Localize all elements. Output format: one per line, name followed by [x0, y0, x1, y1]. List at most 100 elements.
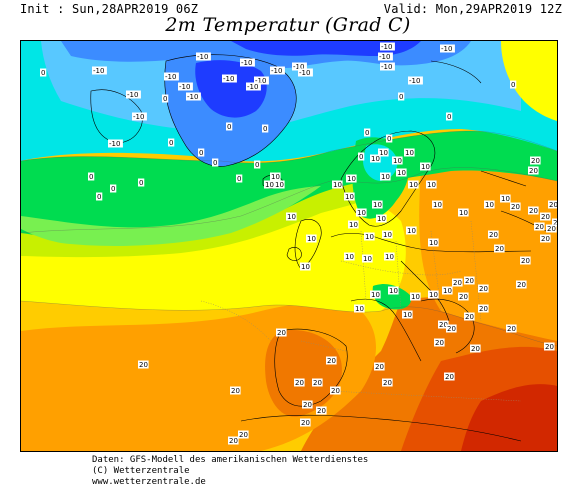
temperature-label-text: 0	[255, 161, 259, 169]
temperature-label-text: 20	[331, 387, 340, 395]
temperature-label-bg	[354, 304, 365, 313]
temperature-label: 20	[452, 278, 463, 287]
temperature-label-text: -10	[241, 59, 252, 67]
temperature-label: 20	[478, 284, 489, 293]
temperature-label-text: 20	[239, 431, 248, 439]
temperature-label-bg	[388, 286, 399, 295]
temperature-label-bg	[262, 124, 269, 133]
credit-line-website: www.wetterzentrale.de	[92, 477, 206, 487]
warm-patch-northeast	[501, 41, 557, 121]
temperature-label-bg	[302, 400, 313, 409]
temperature-label-text: 10	[347, 175, 356, 183]
temperature-label-text: -10	[197, 53, 208, 61]
temperature-label: -10	[440, 44, 455, 53]
temperature-label-text: 10	[355, 305, 364, 313]
temperature-label-bg	[516, 280, 527, 289]
temperature-label: 10	[396, 168, 407, 177]
temperature-label: 10	[458, 208, 469, 217]
temperature-label: 0	[398, 92, 405, 101]
temperature-label: 20	[374, 362, 385, 371]
light-green-band	[21, 186, 321, 246]
chart-header: Init : Sun,28APR2019 06Z Valid: Mon,29AP…	[0, 0, 576, 40]
temperature-label-bg	[420, 162, 431, 171]
temperature-label: 20	[528, 206, 539, 215]
temperature-label-bg	[344, 252, 355, 261]
arctic-very-cold	[231, 41, 421, 56]
temperature-label: 0	[254, 160, 261, 169]
temperature-label-text: -10	[133, 113, 144, 121]
temperature-label: 20	[438, 320, 449, 329]
temperature-label-bg	[286, 212, 297, 221]
temperature-label: -10	[408, 76, 423, 85]
temperature-label-text: 10	[405, 149, 414, 157]
temperature-label-text: 10	[287, 213, 296, 221]
temperature-label: 20	[458, 292, 469, 301]
temperature-label-text: 10	[357, 209, 366, 217]
temperature-label-text: 20	[479, 305, 488, 313]
temperature-label-text: 20	[521, 257, 530, 265]
temperature-label-bg	[306, 234, 317, 243]
temperature-label-bg	[438, 320, 449, 329]
temperature-label-bg	[488, 230, 499, 239]
temperature-label-text: -10	[179, 83, 190, 91]
temperature-label-text: 10	[411, 293, 420, 301]
temperature-label-text: 10	[333, 181, 342, 189]
temperature-label-text: 10	[443, 287, 452, 295]
temperature-label-text: 20	[489, 231, 498, 239]
temperature-label-text: 10	[345, 193, 354, 201]
temperature-label-text: 10	[429, 239, 438, 247]
temperature-label: -10	[378, 52, 393, 61]
temperature-label-text: 0	[169, 139, 173, 147]
temperature-label-text: 10	[501, 195, 510, 203]
temperature-label-text: 10	[349, 221, 358, 229]
temperature-label-bg	[544, 342, 555, 351]
temperature-label: 10	[286, 212, 297, 221]
temperature-label-bg	[372, 200, 383, 209]
temperature-label-text: 20	[303, 401, 312, 409]
temperature-label-bg	[404, 148, 415, 157]
temperature-label-text: 20	[553, 219, 557, 227]
temperature-label-bg	[530, 156, 541, 165]
temperature-label-text: 0	[399, 93, 403, 101]
temperature-label-bg	[344, 192, 355, 201]
yellow-band	[21, 196, 406, 313]
temperature-label-bg	[300, 262, 311, 271]
temperature-label-text: 20	[439, 321, 448, 329]
temperature-label-bg	[410, 292, 421, 301]
temperature-label-bg	[196, 52, 211, 61]
temperature-label: 20	[534, 222, 545, 231]
temperature-label-text: 0	[89, 173, 93, 181]
temperature-label-bg	[484, 200, 495, 209]
temperature-label-bg	[426, 180, 437, 189]
temperature-label: 10	[356, 208, 367, 217]
temperature-label-bg	[254, 160, 261, 169]
temperature-label-bg	[428, 290, 439, 299]
temperature-label-text: 0	[387, 135, 391, 143]
temperature-label-text: 0	[199, 149, 203, 157]
temperature-label: 10	[500, 194, 511, 203]
temperature-label: -10	[292, 62, 307, 71]
temperature-label: -10	[222, 74, 237, 83]
temperature-label: 20	[516, 280, 527, 289]
temperature-label: 10	[344, 252, 355, 261]
temperature-label-text: 20	[375, 363, 384, 371]
temperature-label-bg	[546, 224, 557, 233]
temperature-label-text: 20	[139, 361, 148, 369]
temperature-label: 10	[332, 180, 343, 189]
data-credits: Daten: GFS-Modell des amerikanischen Wet…	[92, 455, 368, 488]
temperature-label-bg	[162, 94, 169, 103]
temperature-label-text: -10	[127, 91, 138, 99]
temperature-label: 20	[506, 324, 517, 333]
temperature-label: 10	[344, 192, 355, 201]
temperature-label: 0	[262, 124, 269, 133]
temperature-label-text: -10	[409, 77, 420, 85]
temperature-label: 10	[300, 262, 311, 271]
temperature-label: 20	[446, 324, 457, 333]
temperature-label: 10	[406, 226, 417, 235]
temperature-label: 20	[382, 378, 393, 387]
temperature-label-bg	[358, 152, 365, 161]
temperature-label-bg	[92, 66, 107, 75]
temperature-label-text: 20	[317, 407, 326, 415]
temperature-label-text: 10	[383, 231, 392, 239]
temperature-label: 0	[168, 138, 175, 147]
